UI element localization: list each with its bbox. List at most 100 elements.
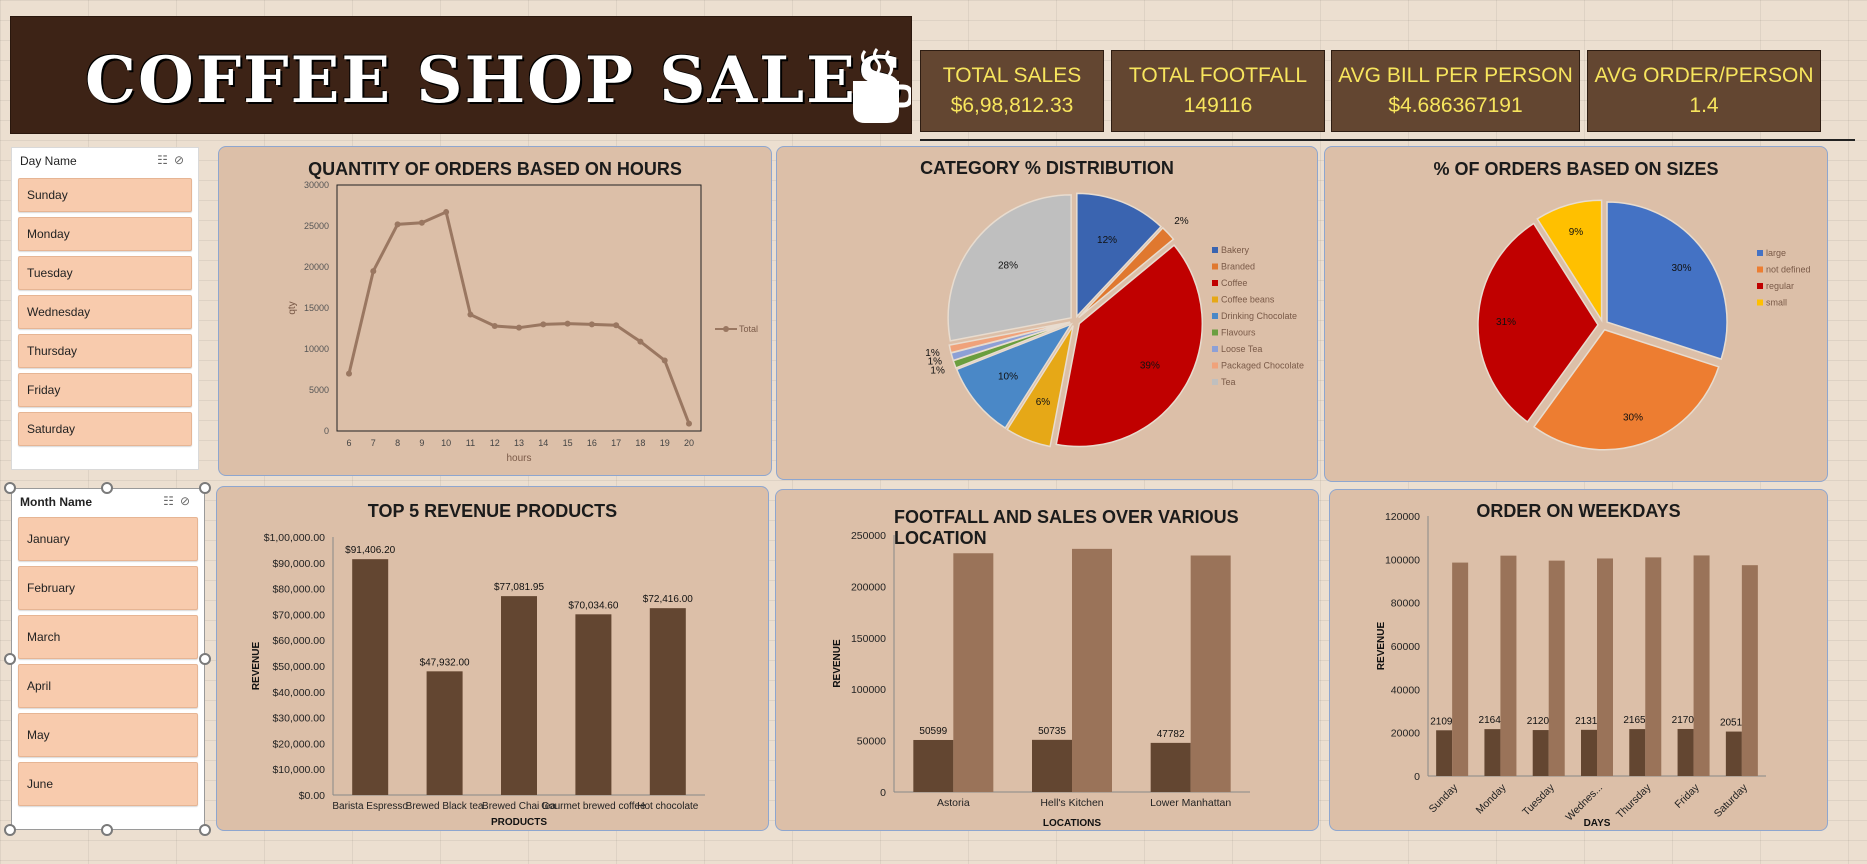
- data-label: $77,081.95: [494, 582, 544, 593]
- data-label: 50599: [919, 726, 947, 737]
- data-label: $70,034.60: [568, 600, 618, 611]
- y-tick-label: 80000: [1391, 598, 1420, 610]
- bar-secondary: [953, 553, 994, 792]
- kpi-label: TOTAL SALES: [942, 64, 1082, 87]
- y-tick-label: 120000: [1385, 511, 1420, 523]
- y-tick-label: $40,000.00: [272, 687, 325, 699]
- y-tick-label: $20,000.00: [272, 738, 325, 750]
- kpi-avg-bill: AVG BILL PER PERSON $4.686367191: [1331, 50, 1580, 132]
- y-tick-label: 150000: [851, 633, 886, 645]
- bar-primary: [1629, 729, 1646, 776]
- resize-handle[interactable]: [4, 653, 16, 665]
- legend-swatch: [1757, 283, 1763, 289]
- bar-primary: [352, 559, 389, 795]
- data-point: [467, 311, 474, 318]
- clear-filter-icon[interactable]: ⊘: [173, 153, 190, 167]
- slicer-item-wednesday[interactable]: Wednesday: [18, 295, 192, 329]
- data-label: 1%: [930, 365, 945, 376]
- weekdays-chart-panel[interactable]: ORDER ON WEEKDAYS 0 20000 40000 60000 80000 1…: [1329, 489, 1828, 831]
- pie-slice-regular: [1477, 222, 1599, 423]
- data-point: [540, 321, 547, 328]
- legend-swatch: [1212, 362, 1218, 369]
- slicer-item-saturday[interactable]: Saturday: [18, 412, 192, 446]
- chart-title: ORDER ON WEEKDAYS: [1476, 501, 1681, 521]
- data-label: 21701: [1672, 715, 1700, 726]
- y-axis-label: qty: [287, 301, 298, 314]
- x-tick-label: 9: [419, 438, 424, 448]
- bar-secondary: [1072, 548, 1112, 792]
- day-name-slicer[interactable]: Day Name ☷⊘ Sunday Monday Tuesday Wednes…: [11, 147, 199, 470]
- legend-label: not defined: [1766, 265, 1811, 275]
- chart-title: CATEGORY % DISTRIBUTION: [920, 158, 1174, 178]
- bar-primary: [1532, 730, 1549, 776]
- slicer-item-sunday[interactable]: Sunday: [18, 178, 192, 212]
- data-point: [516, 324, 522, 331]
- x-tick-label: 19: [660, 438, 670, 448]
- data-label: $91,406.20: [345, 545, 395, 556]
- bar-primary: [501, 596, 537, 795]
- legend-label: Packaged Chocolate: [1221, 361, 1304, 371]
- hours-chart-panel[interactable]: QUANTITY OF ORDERS BASED ON HOURS 0 5000 1…: [218, 146, 772, 476]
- multi-select-icon[interactable]: ☷: [157, 153, 174, 167]
- y-tick-label: 25000: [304, 221, 329, 231]
- legend-label: large: [1766, 248, 1786, 258]
- products-chart-panel[interactable]: TOP 5 REVENUE PRODUCTS $0.00 $10,000.00 $2…: [216, 486, 769, 831]
- slicer-item-monday[interactable]: Monday: [18, 217, 192, 251]
- locations-chart-panel[interactable]: FOOTFALL AND SALES OVER VARIOUS LOCATION…: [775, 489, 1319, 831]
- x-axis-label: LOCATIONS: [1043, 818, 1101, 829]
- resize-handle[interactable]: [101, 824, 113, 836]
- x-tick-label: 15: [563, 438, 573, 448]
- category-chart-panel[interactable]: CATEGORY % DISTRIBUTION 12% 2% 39% 6% 10% 1% 1…: [776, 146, 1318, 480]
- data-label: $72,416.00: [643, 594, 693, 605]
- hours-line-chart: 0 5000 10000 15000 20000 25000 30000 6 7 8 9 10 11 12…: [287, 180, 758, 464]
- data-point: [418, 219, 425, 226]
- resize-handle[interactable]: [199, 653, 211, 665]
- y-axis-label: REVENUE: [1376, 622, 1387, 671]
- x-tick-label: 7: [371, 438, 376, 448]
- slicer-item-june[interactable]: June: [18, 762, 198, 806]
- slicer-item-february[interactable]: February: [18, 566, 198, 610]
- x-tick-label: Sunday: [1427, 781, 1461, 815]
- multi-select-icon[interactable]: ☷: [163, 494, 180, 508]
- resize-handle[interactable]: [199, 482, 211, 494]
- y-tick-label: 15000: [304, 303, 329, 313]
- bar-secondary: [1645, 557, 1662, 776]
- pie-slice-coffee-beans: [1006, 325, 1074, 448]
- slicer-item-friday[interactable]: Friday: [18, 373, 192, 407]
- data-label: 12%: [1097, 235, 1117, 246]
- slicer-item-april[interactable]: April: [18, 664, 198, 708]
- legend-marker: [723, 326, 729, 332]
- slicer-item-may[interactable]: May: [18, 713, 198, 757]
- slicer-item-march[interactable]: March: [18, 615, 198, 659]
- bar-primary: [1581, 729, 1597, 776]
- data-label: 9%: [1569, 227, 1584, 238]
- legend-swatch: [1757, 299, 1763, 306]
- bar-primary: [1725, 731, 1742, 776]
- bar-primary: [1150, 742, 1191, 792]
- legend-label: Coffee beans: [1221, 295, 1275, 305]
- x-tick-label: Hot chocolate: [637, 801, 699, 812]
- data-point: [564, 320, 571, 327]
- legend-swatch: [1212, 296, 1218, 303]
- bar-primary: [1032, 739, 1072, 792]
- resize-handle[interactable]: [101, 482, 113, 494]
- slicer-item-thursday[interactable]: Thursday: [18, 334, 192, 368]
- resize-handle[interactable]: [4, 482, 16, 494]
- bar-primary: [1484, 729, 1501, 776]
- y-tick-label: 200000: [851, 581, 886, 593]
- legend-swatch: [1757, 250, 1763, 256]
- month-name-slicer[interactable]: Month Name ☷⊘ January February March Apr…: [11, 488, 205, 830]
- resize-handle[interactable]: [199, 824, 211, 836]
- clear-filter-icon[interactable]: ⊘: [179, 494, 196, 508]
- pie-slice-bakery: [1076, 192, 1163, 319]
- resize-handle[interactable]: [4, 824, 16, 836]
- sizes-chart-panel[interactable]: % OF ORDERS BASED ON SIZES 30% 30% 31% 9% la…: [1324, 146, 1828, 482]
- x-tick-label: Friday: [1673, 781, 1703, 811]
- data-point: [686, 420, 692, 427]
- data-label: 2%: [1174, 216, 1189, 227]
- weekdays-bar-chart: 0 20000 40000 60000 80000 100000 120000 21096 21…: [1376, 511, 1766, 829]
- pie-slice-coffee: [1055, 244, 1204, 448]
- slicer-item-tuesday[interactable]: Tuesday: [18, 256, 192, 290]
- slicer-item-january[interactable]: January: [18, 517, 198, 561]
- bar-primary: [1677, 728, 1694, 776]
